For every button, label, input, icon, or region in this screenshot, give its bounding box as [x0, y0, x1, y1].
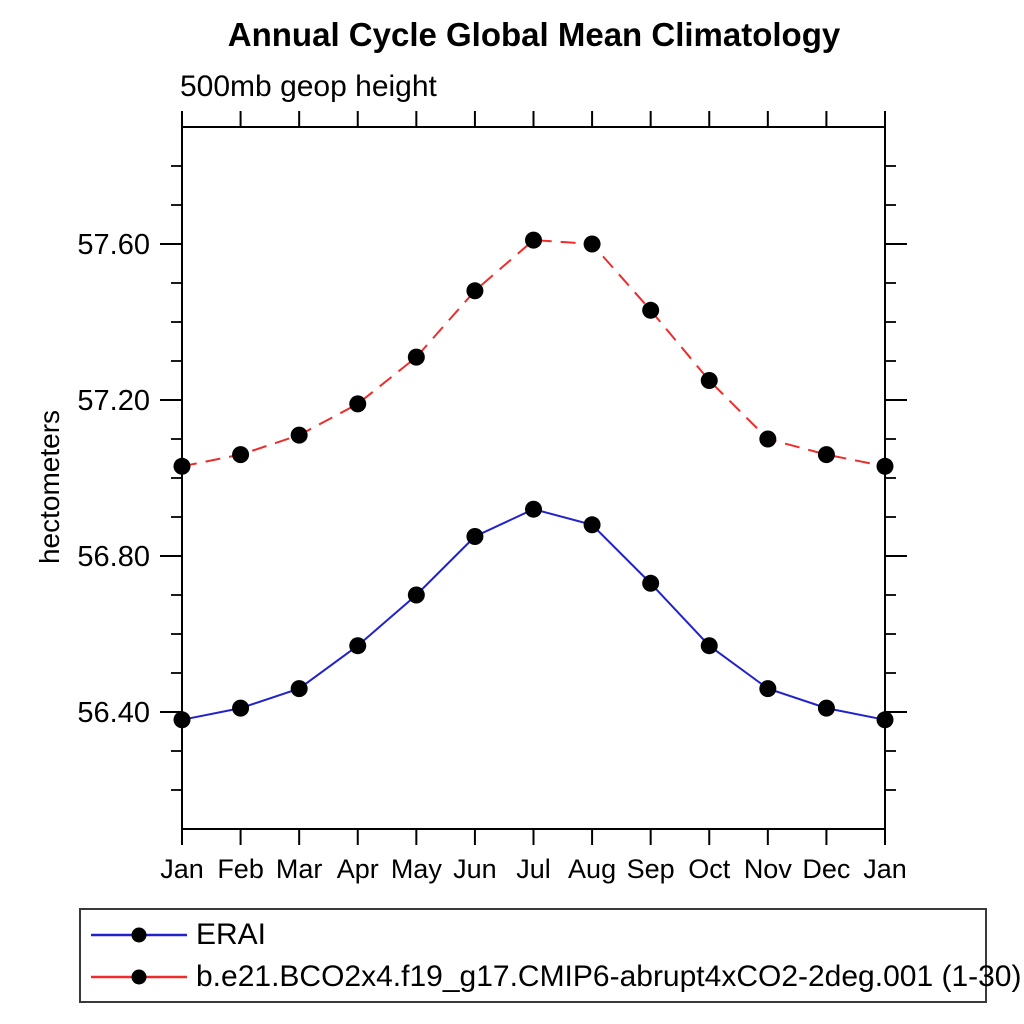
data-point-marker — [349, 395, 367, 413]
data-point-marker — [700, 637, 718, 655]
x-tick-label: Dec — [802, 854, 850, 884]
data-point-marker — [349, 637, 367, 655]
data-point-marker — [876, 711, 894, 729]
legend-label-model: b.e21.BCO2x4.f19_g17.CMIP6-abrupt4xCO2-2… — [196, 959, 1022, 993]
y-tick-labels: 56.40 56.80 57.20 57.60 — [77, 229, 150, 729]
x-axis-ticks — [181, 111, 886, 845]
x-tick-label: Mar — [276, 854, 323, 884]
x-tick-label: Jan — [160, 854, 204, 884]
data-point-marker — [642, 301, 660, 319]
plot-frame — [181, 126, 886, 830]
x-tick-label: Nov — [744, 854, 793, 884]
data-point-marker — [583, 235, 601, 253]
x-tick-label: May — [391, 854, 443, 884]
data-point-marker — [407, 348, 425, 366]
series-line — [181, 508, 886, 721]
chart-subtitle: 500mb geop height — [180, 70, 437, 103]
y-axis-ticks — [160, 165, 907, 791]
series-line — [181, 239, 886, 468]
x-tick-label: Feb — [217, 854, 264, 884]
x-tick-label: Oct — [688, 854, 731, 884]
legend-line-sample-0 — [91, 927, 187, 942]
y-tick-label: 56.80 — [77, 541, 150, 573]
data-point-marker — [700, 372, 718, 389]
data-point-marker — [759, 680, 777, 698]
data-point-marker — [232, 699, 250, 717]
x-tick-label: Sep — [627, 854, 675, 884]
legend: ERAI b.e21.BCO2x4.f19_g17.CMIP6-abrupt4x… — [79, 908, 1021, 1003]
x-tick-labels: Jan Feb Mar Apr May Jun Jul Aug Sep Oct Nov Dec Jan — [160, 854, 907, 884]
y-tick-label: 56.40 — [77, 697, 150, 729]
legend-item-erai: ERAI — [81, 914, 985, 956]
chart-title: Annual Cycle Global Mean Climatology — [227, 16, 841, 53]
data-point-marker — [759, 430, 777, 448]
data-point-marker — [173, 457, 191, 475]
data-point-marker — [290, 426, 308, 444]
data-point-marker — [525, 231, 542, 249]
x-tick-label: Jul — [516, 854, 551, 884]
data-point-marker — [466, 528, 484, 545]
series-erai — [173, 500, 894, 729]
data-point-marker — [466, 282, 484, 300]
legend-item-model: b.e21.BCO2x4.f19_g17.CMIP6-abrupt4xCO2-2… — [81, 956, 1021, 998]
data-point-marker — [407, 586, 425, 604]
data-point-marker — [290, 680, 308, 698]
x-tick-label: Jan — [863, 854, 907, 884]
series-model — [173, 231, 894, 475]
data-point-marker — [642, 574, 660, 592]
y-tick-label: 57.60 — [77, 229, 150, 261]
data-point-marker — [173, 711, 191, 729]
data-point-marker — [876, 457, 894, 475]
data-point-marker — [817, 446, 835, 464]
legend-marker-icon — [131, 969, 147, 984]
x-tick-label: Jun — [453, 854, 497, 884]
data-point-marker — [525, 500, 542, 518]
x-tick-label: Aug — [568, 854, 616, 884]
x-tick-label: Apr — [337, 854, 379, 884]
data-point-marker — [583, 516, 601, 534]
y-tick-label: 57.20 — [77, 385, 150, 417]
data-point-marker — [817, 699, 835, 717]
legend-line-sample-1 — [91, 969, 187, 984]
data-point-marker — [232, 446, 250, 464]
legend-marker-icon — [131, 927, 147, 942]
legend-label-erai: ERAI — [196, 917, 267, 951]
